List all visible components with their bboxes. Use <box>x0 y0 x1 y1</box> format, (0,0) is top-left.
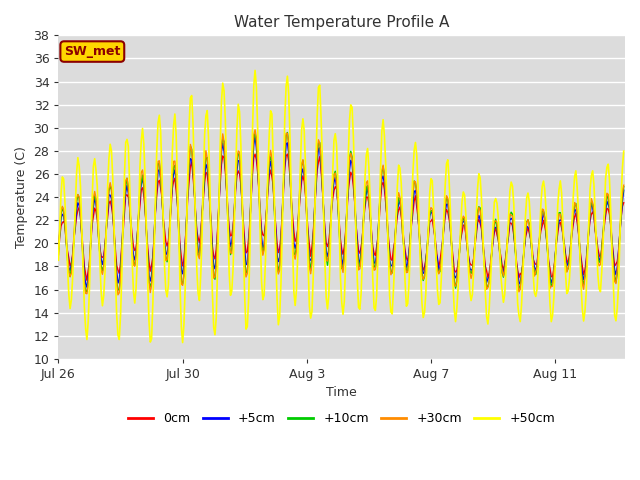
+5cm <box>620 187 628 193</box>
+5cm <box>252 133 259 139</box>
0cm <box>195 235 202 241</box>
Line: +30cm: +30cm <box>58 130 624 295</box>
Text: SW_met: SW_met <box>64 45 120 58</box>
Legend: 0cm, +5cm, +10cm, +30cm, +50cm: 0cm, +5cm, +10cm, +30cm, +50cm <box>124 407 560 430</box>
+5cm <box>427 209 435 215</box>
+30cm <box>252 127 259 132</box>
0cm <box>284 151 291 157</box>
+50cm <box>179 340 186 346</box>
+50cm <box>439 246 447 252</box>
+5cm <box>111 257 119 263</box>
Y-axis label: Temperature (C): Temperature (C) <box>15 146 28 248</box>
+5cm <box>54 246 62 252</box>
+50cm <box>392 216 400 221</box>
+30cm <box>110 234 118 240</box>
+10cm <box>620 184 628 190</box>
X-axis label: Time: Time <box>326 386 357 399</box>
+30cm <box>392 221 400 227</box>
0cm <box>439 239 447 244</box>
+30cm <box>439 238 447 244</box>
+30cm <box>54 244 62 250</box>
Line: +50cm: +50cm <box>58 71 624 343</box>
+50cm <box>620 148 628 154</box>
+50cm <box>54 257 62 263</box>
+10cm <box>111 256 119 262</box>
+30cm <box>427 204 435 210</box>
+5cm <box>195 250 202 255</box>
+5cm <box>439 237 447 243</box>
+10cm <box>392 219 400 225</box>
Line: +10cm: +10cm <box>58 132 624 291</box>
0cm <box>620 200 628 205</box>
+10cm <box>284 130 291 135</box>
+30cm <box>195 253 202 259</box>
+5cm <box>392 220 400 226</box>
+30cm <box>620 182 628 188</box>
0cm <box>548 274 556 279</box>
0cm <box>111 247 119 252</box>
+10cm <box>54 249 62 254</box>
+50cm <box>427 176 435 181</box>
+10cm <box>427 208 435 214</box>
0cm <box>54 252 62 258</box>
+50cm <box>195 291 202 297</box>
0cm <box>427 218 435 224</box>
+10cm <box>439 240 447 246</box>
+5cm <box>548 276 556 281</box>
+30cm <box>114 292 122 298</box>
+30cm <box>548 283 556 289</box>
+50cm <box>110 222 118 228</box>
+10cm <box>195 252 202 257</box>
Line: 0cm: 0cm <box>58 154 624 280</box>
0cm <box>83 277 91 283</box>
+10cm <box>548 280 556 286</box>
0cm <box>392 225 400 231</box>
+50cm <box>548 312 556 318</box>
Line: +5cm: +5cm <box>58 136 624 287</box>
+10cm <box>83 288 91 294</box>
+50cm <box>252 68 259 73</box>
Title: Water Temperature Profile A: Water Temperature Profile A <box>234 15 449 30</box>
+5cm <box>83 284 91 290</box>
